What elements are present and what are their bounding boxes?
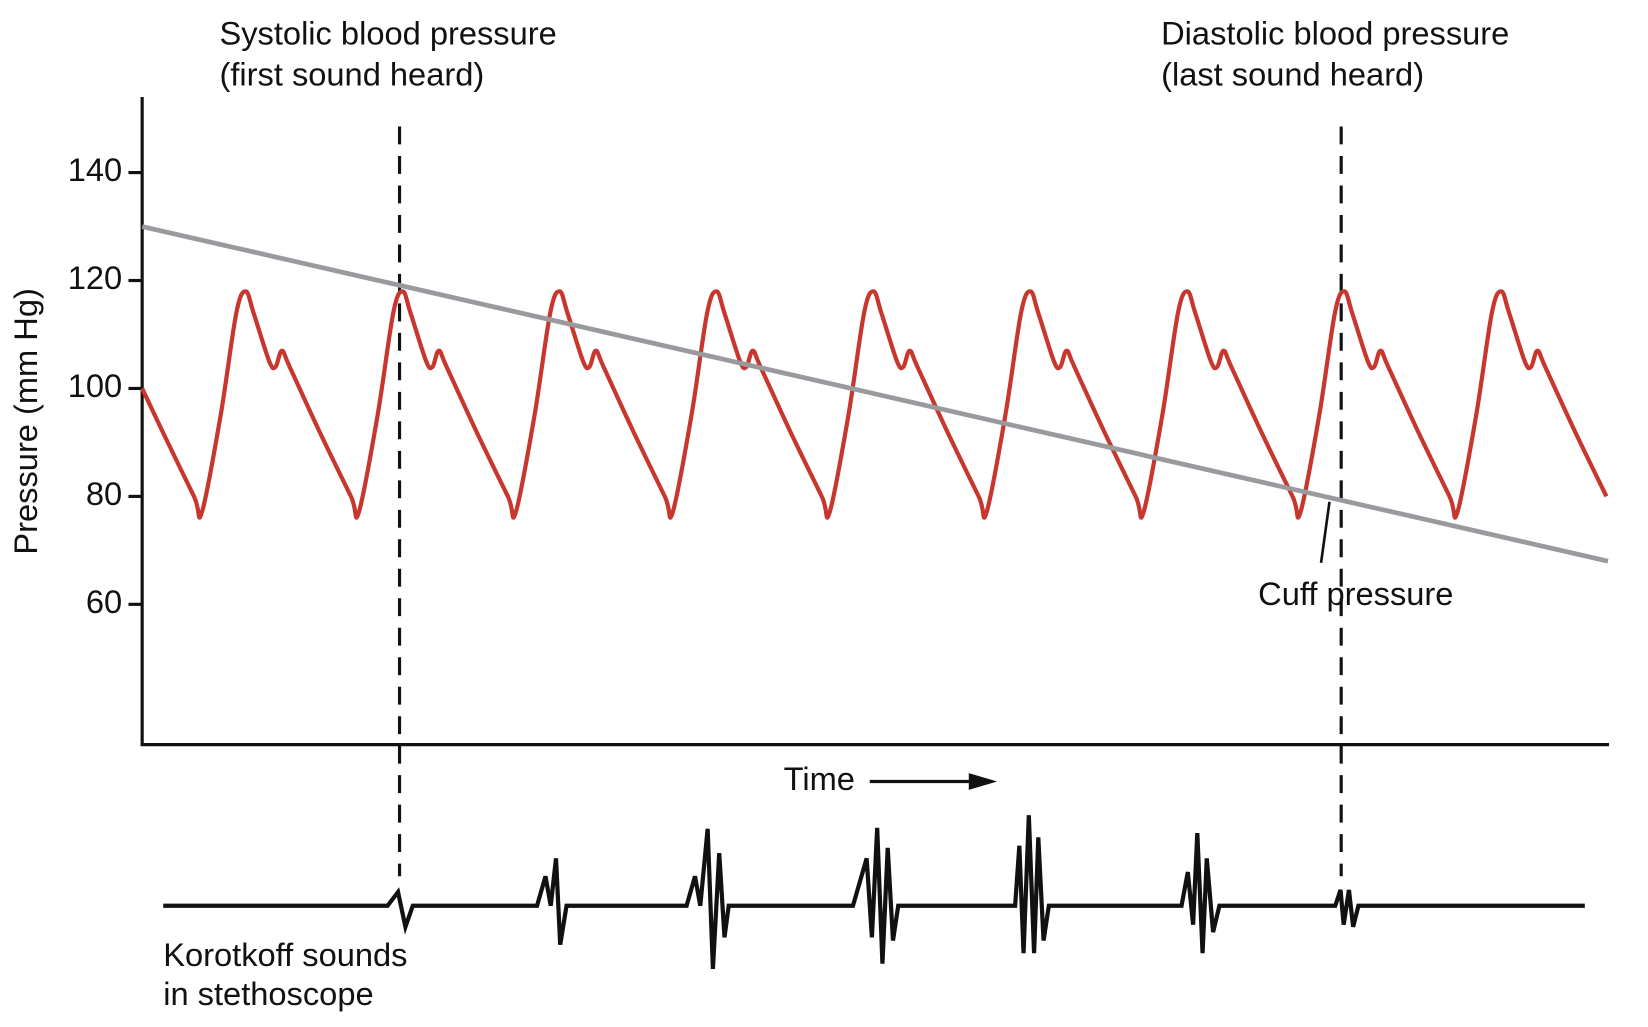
annotation-text: Diastolic blood pressure — [1161, 15, 1509, 52]
series-label: Cuff pressure — [1258, 575, 1453, 612]
y-tick-label: 60 — [86, 583, 122, 620]
y-tick-label: 80 — [86, 475, 122, 512]
label-leader — [1319, 501, 1331, 564]
x-axis-label: Time — [784, 760, 855, 797]
annotation-text: Systolic blood pressure — [219, 15, 556, 52]
korotkoff-trace — [163, 815, 1585, 970]
sound-label: in stethoscope — [163, 975, 373, 1012]
y-tick-label: 100 — [68, 367, 122, 404]
sound-label: Korotkoff sounds — [163, 936, 407, 973]
series-line — [141, 224, 1609, 564]
y-tick-label: 140 — [68, 151, 122, 188]
time-arrow-head — [968, 773, 998, 790]
annotation-text: (last sound heard) — [1161, 56, 1424, 93]
y-axis-label: Pressure (mm Hg) — [7, 288, 44, 554]
series-line — [140, 289, 1609, 520]
annotation-text: (first sound heard) — [219, 56, 484, 93]
y-tick-label: 120 — [68, 259, 122, 296]
